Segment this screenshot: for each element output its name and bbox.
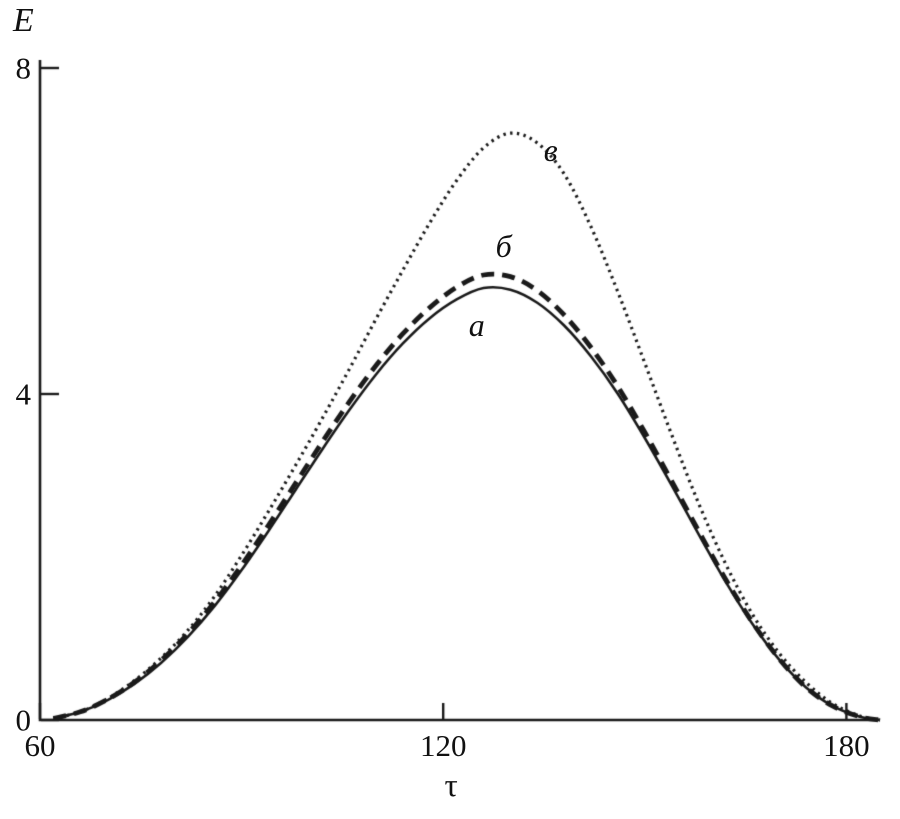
curve-label-solid: a: [468, 306, 485, 343]
x-tick-label: 60: [24, 728, 56, 763]
y-tick-label: 0: [15, 702, 32, 738]
x-tick-label: 120: [419, 728, 467, 763]
y-tick-label: 4: [15, 376, 32, 412]
x-tick-label: 180: [823, 728, 870, 763]
y-axis-label: E: [13, 2, 34, 39]
curve-label-dashed: б: [495, 227, 512, 264]
x-axis-label: τ: [444, 768, 458, 804]
y-tick-label: 8: [15, 50, 32, 86]
curve-label-dotted: в: [543, 131, 558, 168]
